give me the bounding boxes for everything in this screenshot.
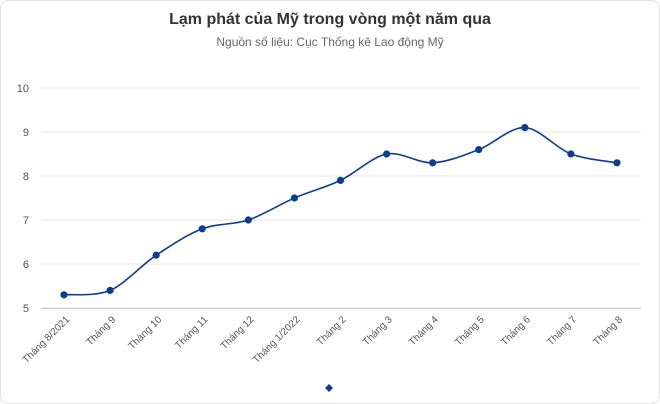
data-point xyxy=(521,124,529,132)
y-tick-label: 9 xyxy=(23,127,29,139)
data-point xyxy=(567,150,575,158)
y-tick-label: 10 xyxy=(17,83,29,95)
x-tick-label: Tháng 12 xyxy=(219,314,257,352)
x-tick-label: Tháng 9 xyxy=(84,314,118,348)
data-point xyxy=(106,286,114,294)
data-point xyxy=(60,291,68,299)
data-point xyxy=(244,216,252,224)
x-tick-label: Tháng 10 xyxy=(127,314,165,352)
x-tick-label: Tháng 7 xyxy=(545,314,579,348)
x-tick-label: Tháng 8/2021 xyxy=(21,314,73,366)
data-point xyxy=(198,225,206,233)
y-tick-label: 8 xyxy=(23,171,29,183)
data-point xyxy=(290,194,299,202)
y-tick-label: 7 xyxy=(23,215,29,227)
x-tick-label: Tháng 11 xyxy=(173,314,210,351)
x-tick-label: Tháng 2 xyxy=(315,314,349,348)
data-point xyxy=(152,251,160,259)
data-point xyxy=(429,159,437,167)
x-tick-label: Tháng 6 xyxy=(499,314,533,348)
x-tick-label: Tháng 4 xyxy=(407,314,441,348)
x-tick-label: Tháng 8 xyxy=(591,314,625,348)
series-line xyxy=(63,126,618,296)
legend-marker xyxy=(325,384,333,392)
data-point xyxy=(382,150,391,158)
x-tick-label: Tháng 3 xyxy=(361,314,395,348)
y-tick-label: 6 xyxy=(23,259,29,271)
data-point xyxy=(336,176,345,184)
data-point xyxy=(475,146,483,154)
chart-subtitle: Nguồn số liệu: Cục Thống kê Lao động Mỹ xyxy=(216,35,444,49)
chart-title: Lạm phát của Mỹ trong vòng một năm qua xyxy=(169,11,491,28)
y-tick-label: 5 xyxy=(23,303,29,315)
x-tick-label: Tháng 1/2022 xyxy=(251,314,303,366)
data-point xyxy=(613,159,621,167)
x-tick-label: Tháng 5 xyxy=(453,314,487,348)
